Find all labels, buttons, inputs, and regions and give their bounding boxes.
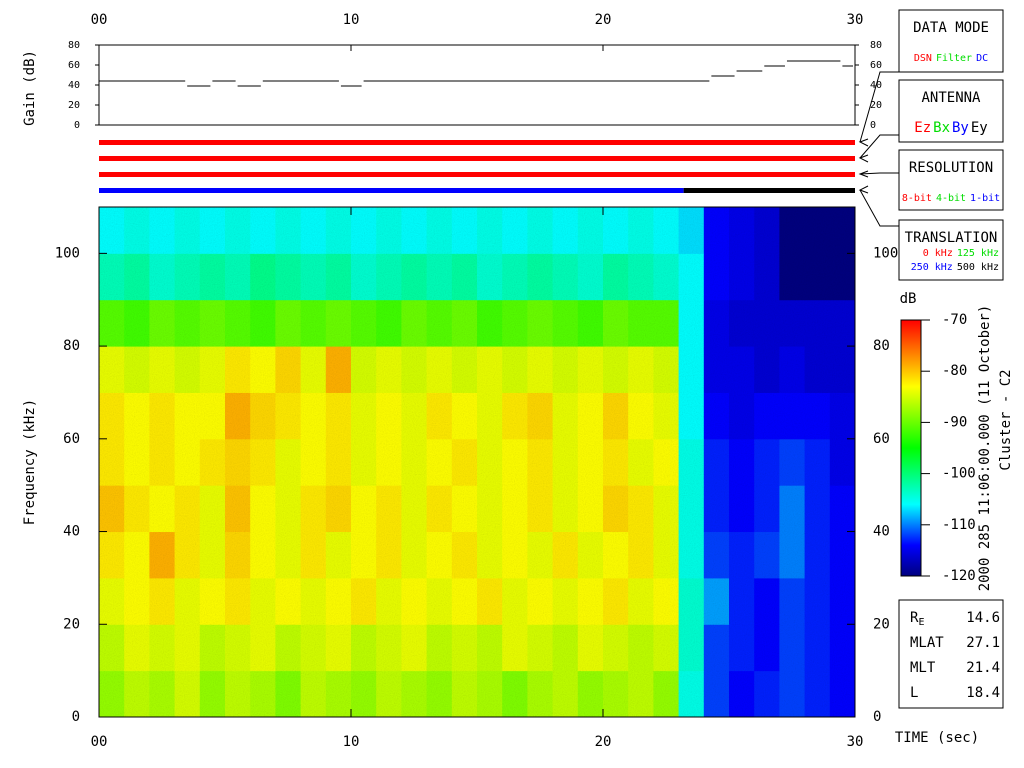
y-tick-label: 80: [63, 338, 80, 354]
status-bar: [99, 140, 855, 145]
status-bar: [99, 188, 684, 193]
connector: [859, 189, 899, 227]
y-tick-label: 40: [68, 80, 80, 91]
x-tick-label: 10: [343, 734, 360, 750]
spacecraft: Cluster - C2: [998, 369, 1014, 470]
colorbar-tick-label: -80: [942, 363, 967, 379]
connectors: [858, 71, 899, 227]
status-bar: [683, 188, 855, 193]
colorbar-tick-label: -110: [942, 517, 976, 533]
x-tick-label: 10: [343, 12, 360, 28]
arrowhead: [858, 170, 869, 178]
colorbar-tick-label: -70: [942, 312, 967, 328]
x-tick-label: 20: [595, 12, 612, 28]
legend-item: 125 kHz: [957, 248, 999, 259]
y-tick-label-right: 100: [873, 245, 898, 261]
connector: [859, 134, 899, 159]
gain-frame: [98, 44, 856, 126]
y-tick-label-right: 60: [870, 60, 882, 71]
x-tick-label: 00: [91, 734, 108, 750]
legend-row: Ez Bx By Ey: [914, 120, 987, 136]
info-box: [898, 599, 1004, 709]
colorbar-tick-label: -90: [942, 414, 967, 430]
info-label: L: [910, 685, 918, 701]
info-value: 18.4: [966, 685, 1000, 701]
y-tick-label-right: 20: [870, 100, 882, 111]
legend-item: DSN: [914, 53, 932, 64]
time-label: TIME (sec): [895, 730, 979, 746]
legend-box: [898, 219, 1004, 281]
info-value: 21.4: [966, 660, 1000, 676]
y-tick-label-right: 0: [873, 709, 881, 725]
legend-item: 8-bit: [902, 193, 932, 204]
colorbar-label: dB: [900, 291, 917, 307]
x-tick-label: 30: [847, 734, 864, 750]
legend-item: Filter: [936, 53, 972, 64]
colorbar-tick-label: -100: [942, 466, 976, 482]
y-tick-label: 40: [63, 524, 80, 540]
colorbar-tick-label: -120: [942, 568, 976, 584]
y-tick-label: 100: [55, 245, 80, 261]
y-tick-label: 80: [68, 40, 80, 51]
arrowhead: [858, 138, 869, 147]
info-label-sub: E: [918, 617, 924, 628]
legend-box: [898, 9, 1004, 73]
arrowhead: [858, 185, 869, 194]
legend-item: Ey: [971, 120, 988, 136]
legend-row: 0 kHz 125 kHz: [923, 248, 999, 259]
y-tick-label: 0: [74, 120, 80, 131]
y-tick-label-right: 40: [873, 524, 890, 540]
info-value: 27.1: [966, 635, 1000, 651]
legend-box: [898, 149, 1004, 211]
gain-label: Gain (dB): [22, 50, 38, 126]
legend-item: Bx: [933, 120, 950, 136]
info-label: MLT: [910, 660, 936, 676]
info-label: MLAT: [910, 635, 944, 651]
connector: [859, 172, 899, 175]
y-tick-label: 20: [68, 100, 80, 111]
connector: [859, 71, 899, 143]
legend-title: RESOLUTION: [909, 160, 993, 176]
legend-item: 4-bit: [936, 193, 966, 204]
legend-item: 1-bit: [970, 193, 1000, 204]
y-tick-label-right: 80: [873, 338, 890, 354]
legend-row: 250 kHz 500 kHz: [911, 262, 999, 273]
freq-label: Frequency (kHz): [22, 399, 38, 525]
status-bar: [99, 156, 855, 161]
legend-item: 0 kHz: [923, 248, 953, 259]
legend-title: ANTENNA: [921, 90, 981, 106]
arrowhead: [858, 154, 869, 163]
y-tick-label-right: 60: [873, 431, 890, 447]
legend-item: Ez: [914, 120, 931, 136]
legend-item: 500 kHz: [957, 262, 999, 273]
y-tick-label-right: 80: [870, 40, 882, 51]
spec-frame: [98, 206, 856, 718]
y-tick-label: 20: [63, 616, 80, 632]
legend-item: By: [952, 120, 969, 136]
legend-row: DSN Filter DC: [914, 53, 988, 64]
status-bar: [99, 172, 855, 177]
y-tick-label-right: 40: [870, 80, 882, 91]
texture: [99, 207, 855, 717]
x-tick-label: 20: [595, 734, 612, 750]
y-tick-label: 0: [72, 709, 80, 725]
colorbar: [900, 319, 922, 577]
legend-item: DC: [976, 53, 988, 64]
info-value: 14.6: [966, 610, 1000, 626]
timestamp: 2000 285 11:06:00.000 (11 October): [977, 305, 993, 592]
legend-box: [898, 79, 1004, 143]
x-tick-label: 30: [847, 12, 864, 28]
y-tick-label-right: 20: [873, 616, 890, 632]
x-tick-label: 00: [91, 12, 108, 28]
y-tick-label-right: 0: [870, 120, 876, 131]
y-tick-label: 60: [63, 431, 80, 447]
y-tick-label: 60: [68, 60, 80, 71]
legend-title: TRANSLATION: [905, 230, 998, 246]
legend-title: DATA MODE: [913, 20, 989, 36]
legend-item: 250 kHz: [911, 262, 953, 273]
legend-row: 8-bit 4-bit 1-bit: [902, 193, 1000, 204]
